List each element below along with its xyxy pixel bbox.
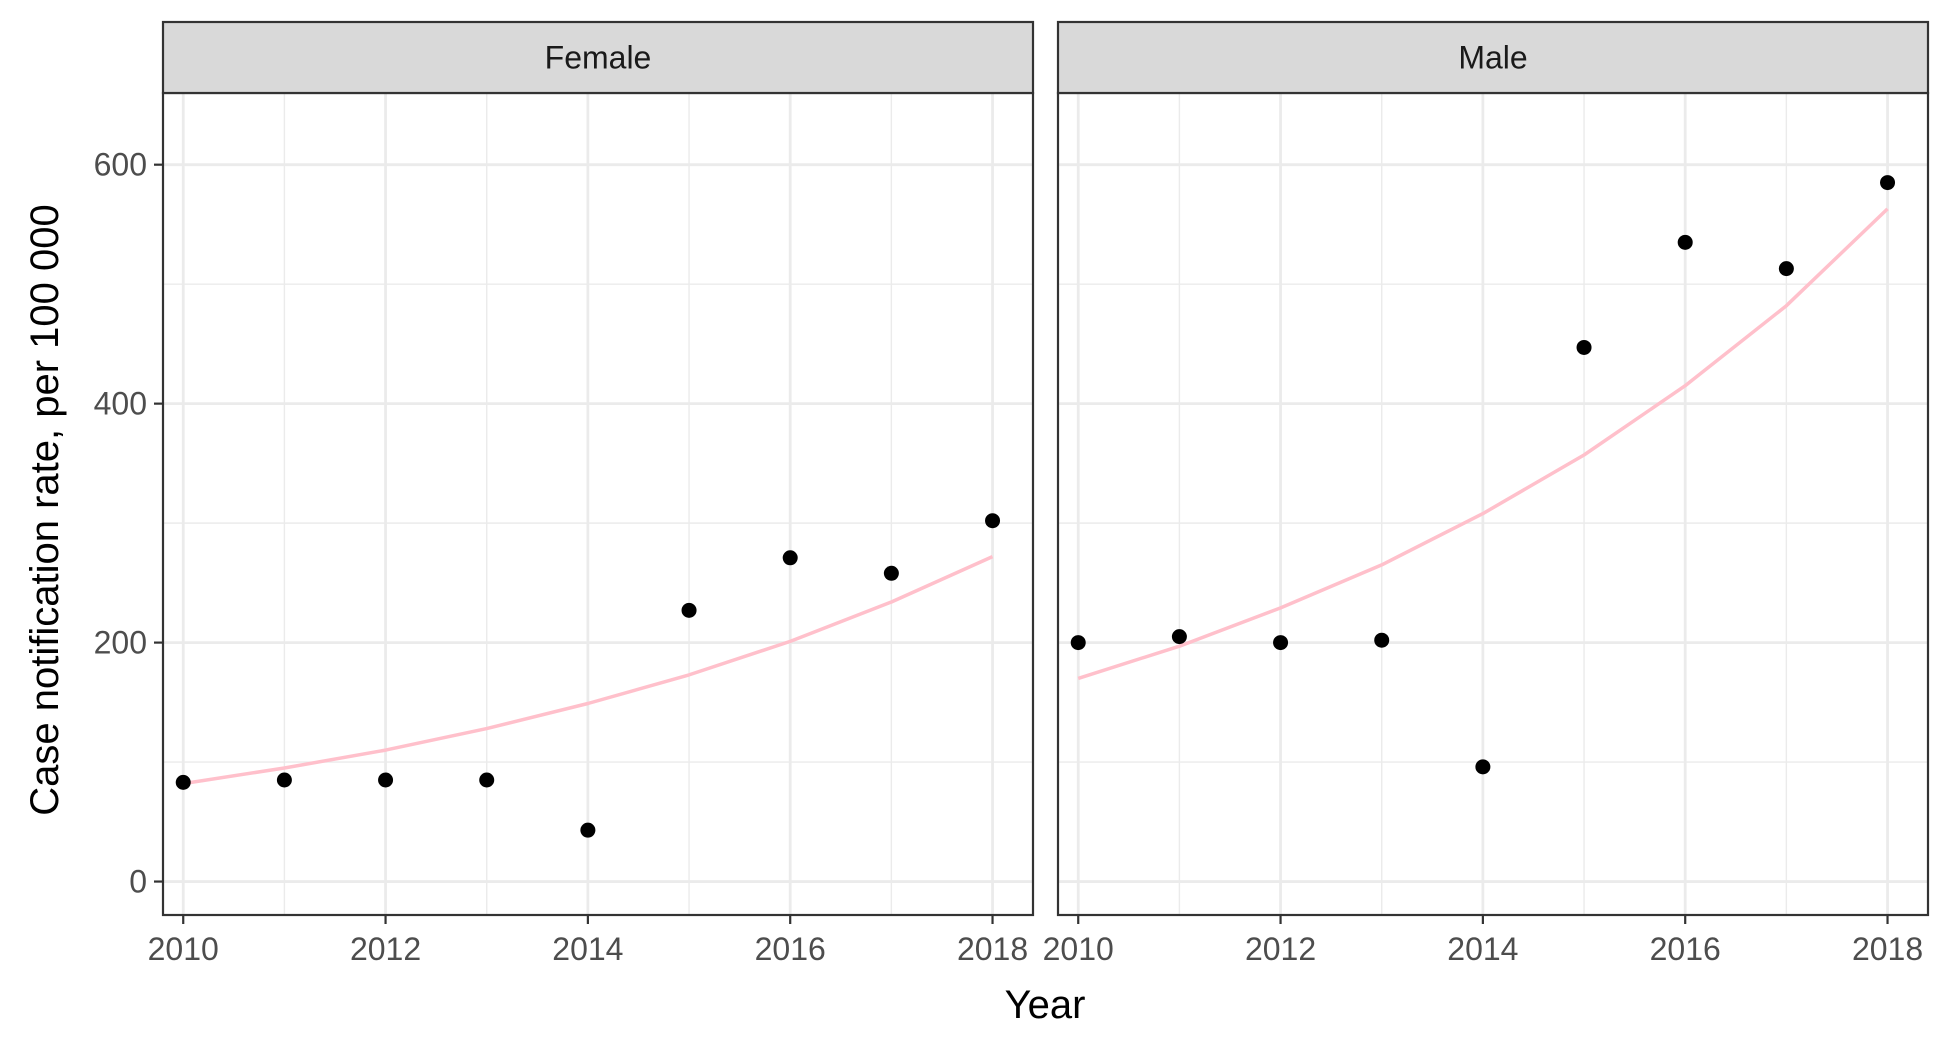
x-tick-label: 2016 — [1650, 931, 1721, 967]
data-point — [883, 565, 899, 581]
data-point — [1374, 632, 1390, 648]
x-tick-label: 2018 — [1852, 931, 1923, 967]
x-axis-title: Year — [1005, 983, 1086, 1027]
data-point — [985, 513, 1001, 529]
facet-strip-label: Male — [1458, 40, 1527, 76]
data-point — [1273, 635, 1289, 651]
facet-strip-label: Female — [545, 40, 652, 76]
panel-background — [163, 93, 1033, 915]
x-tick-label: 2012 — [350, 931, 421, 967]
data-point — [1171, 629, 1187, 645]
facet-strip — [1056, 20, 1930, 95]
data-point — [681, 602, 697, 618]
y-tick-label: 0 — [129, 864, 147, 900]
x-tick-label: 2012 — [1245, 931, 1316, 967]
y-tick-label: 600 — [94, 147, 147, 183]
data-point — [479, 772, 495, 788]
y-tick-label: 200 — [94, 625, 147, 661]
data-point — [1475, 759, 1491, 775]
x-tick-label: 2014 — [552, 931, 623, 967]
trend-line — [182, 555, 994, 786]
data-point — [175, 774, 191, 790]
data-point — [580, 822, 596, 838]
data-point — [782, 550, 798, 566]
facet-panel-male: Male 2010 2012 2014 2016 2018 — [1043, 20, 1930, 967]
data-point — [276, 772, 292, 788]
panel-background — [1058, 93, 1928, 915]
data-point — [1576, 339, 1592, 355]
facet-panels: Female 2010 2012 2014 2016 2018 Male 2010 2012 20… — [148, 20, 1930, 967]
trend-line — [1077, 207, 1889, 681]
data-point — [1880, 175, 1896, 191]
x-tick-label: 2014 — [1447, 931, 1518, 967]
x-tick-label: 2010 — [148, 931, 219, 967]
x-tick-label: 2010 — [1043, 931, 1114, 967]
y-tick-label: 400 — [94, 386, 147, 422]
y-axis-title: Case notification rate, per 100 000 — [23, 204, 67, 816]
data-point — [1677, 234, 1693, 250]
facet-strip — [161, 20, 1035, 95]
data-point — [1070, 635, 1086, 651]
x-tick-label: 2018 — [957, 931, 1028, 967]
data-point — [1778, 261, 1794, 277]
y-axis: 0 200 400 600 — [94, 147, 163, 900]
x-tick-label: 2016 — [755, 931, 826, 967]
data-point — [378, 772, 394, 788]
facet-panel-female: Female 2010 2012 2014 2016 2018 — [148, 20, 1035, 967]
